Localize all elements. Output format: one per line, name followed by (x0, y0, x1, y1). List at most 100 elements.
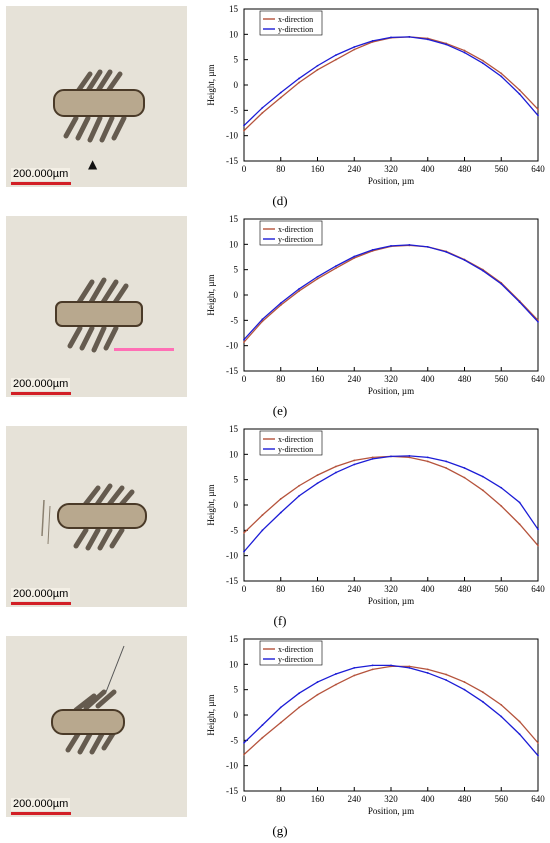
data-point-y-direction (445, 251, 448, 253)
data-point-y-direction (316, 681, 319, 683)
scale-bar-f (11, 602, 71, 605)
data-point-x-direction (279, 721, 282, 724)
data-point-y-direction (500, 75, 503, 78)
data-point-x-direction (279, 304, 282, 307)
data-point-x-direction (537, 741, 539, 744)
y-axis-label: Height, µm (206, 64, 216, 105)
scale-label-f: 200.000µm (11, 588, 71, 601)
data-point-y-direction (279, 302, 282, 305)
y-tick-label: -5 (231, 105, 239, 115)
data-point-x-direction (408, 665, 411, 668)
micrograph-g: 200.000µm (6, 636, 187, 817)
data-point-y-direction (353, 666, 356, 669)
x-tick-label: 320 (384, 164, 398, 174)
y-tick-label: 10 (229, 29, 239, 39)
data-point-x-direction (243, 753, 245, 756)
x-tick-label: 0 (242, 374, 247, 384)
data-point-x-direction (481, 489, 484, 492)
data-point-y-direction (537, 114, 539, 117)
data-point-x-direction (261, 111, 264, 114)
data-point-x-direction (334, 58, 337, 61)
y-tick-label: -10 (226, 761, 238, 771)
data-point-y-direction (371, 457, 374, 460)
series-line-y-direction (243, 664, 539, 756)
data-point-x-direction (243, 341, 245, 344)
x-tick-label: 320 (384, 374, 398, 384)
data-point-x-direction (316, 277, 319, 280)
data-point-y-direction (445, 460, 448, 463)
data-point-x-direction (353, 459, 356, 462)
data-point-y-direction (537, 320, 539, 323)
data-point-x-direction (463, 681, 466, 683)
x-tick-label: 160 (311, 164, 325, 174)
data-point-y-direction (261, 724, 264, 727)
data-point-x-direction (463, 49, 466, 52)
data-point-y-direction (371, 664, 374, 667)
panel-label-e: (e) (272, 403, 288, 418)
y-tick-label: 10 (229, 449, 239, 459)
scale-bar-e (11, 392, 71, 395)
legend-label: x-direction (278, 645, 313, 654)
data-point-x-direction (334, 683, 337, 686)
data-point-x-direction (537, 108, 539, 111)
panel-label-g: (g) (272, 823, 288, 838)
x-tick-label: 480 (458, 584, 472, 594)
x-tick-label: 320 (384, 584, 398, 594)
data-point-y-direction (426, 245, 429, 248)
x-tick-label: 400 (421, 374, 435, 384)
wear-scar-g (6, 636, 187, 817)
x-tick-label: 240 (348, 584, 362, 594)
data-point-y-direction (408, 35, 411, 38)
data-point-x-direction (298, 81, 301, 84)
y-tick-label: -10 (226, 551, 238, 561)
legend-label: y-direction (278, 655, 313, 664)
data-point-x-direction (243, 531, 245, 534)
data-point-y-direction (353, 46, 356, 48)
data-point-x-direction (279, 96, 282, 99)
data-point-y-direction (298, 77, 301, 80)
legend-box (259, 10, 323, 36)
wear-scar-e (6, 216, 187, 397)
data-point-y-direction (426, 456, 429, 459)
data-point-y-direction (390, 455, 392, 458)
data-point-y-direction (279, 511, 282, 514)
x-tick-label: 560 (495, 584, 509, 594)
data-point-y-direction (261, 529, 264, 532)
data-point-y-direction (298, 494, 301, 497)
x-tick-label: 480 (458, 164, 472, 174)
y-axis-label: Height, µm (206, 694, 216, 735)
data-point-x-direction (334, 267, 337, 270)
data-point-y-direction (537, 754, 539, 757)
data-point-y-direction (298, 692, 301, 695)
data-point-x-direction (426, 668, 429, 671)
wear-scar-f (6, 426, 187, 607)
data-point-y-direction (500, 282, 503, 285)
data-point-y-direction (463, 259, 466, 261)
x-tick-label: 480 (458, 794, 472, 804)
series-line-y-direction (243, 244, 539, 341)
data-point-x-direction (500, 703, 503, 706)
x-tick-label: 400 (421, 794, 435, 804)
x-tick-label: 560 (495, 164, 509, 174)
data-point-x-direction (500, 505, 503, 507)
y-tick-label: 0 (234, 500, 239, 510)
data-point-x-direction (298, 706, 301, 709)
data-point-y-direction (500, 715, 503, 718)
x-tick-label: 640 (531, 584, 545, 594)
data-point-x-direction (261, 736, 264, 739)
data-point-x-direction (500, 72, 503, 75)
data-point-x-direction (353, 257, 356, 259)
y-tick-label: 5 (234, 265, 239, 275)
data-point-y-direction (445, 679, 448, 681)
chart-f: 15 10 5 0 -5 -10 -15 0 80 160 240 320 400 480 560 640 Po… (206, 424, 545, 606)
data-point-y-direction (390, 664, 392, 667)
legend-label: y-direction (278, 25, 313, 34)
data-point-y-direction (243, 550, 245, 553)
data-point-x-direction (353, 674, 356, 677)
x-tick-label: 240 (348, 794, 362, 804)
series-line-x-direction (243, 455, 539, 546)
micrograph-d: ▲ 200.000µm (6, 6, 187, 187)
data-point-y-direction (408, 454, 411, 457)
data-point-x-direction (463, 476, 466, 479)
data-point-x-direction (426, 460, 429, 463)
